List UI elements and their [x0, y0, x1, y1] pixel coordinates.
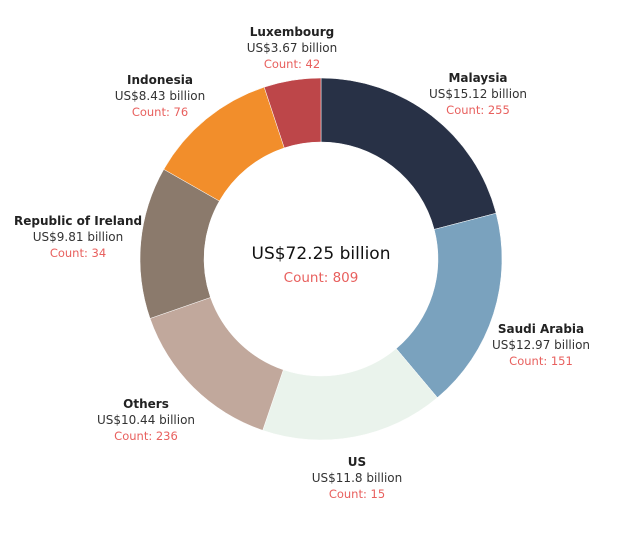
- slice-value: US$12.97 billion: [491, 338, 591, 352]
- slice-name: Luxembourg: [249, 25, 335, 39]
- slice-count: Count: 42: [263, 57, 321, 71]
- slice-name: Malaysia: [448, 71, 508, 85]
- center-total-label: US$72.25 billion: [251, 244, 391, 264]
- slice-value: US$15.12 billion: [428, 87, 528, 101]
- slice-label-us: US US$11.8 billion Count: 15: [307, 454, 407, 502]
- donut-slice-luxembourg[interactable]: [263, 77, 322, 149]
- slice-name: Saudi Arabia: [497, 322, 585, 336]
- slice-label-saudi-arabia: Saudi Arabia US$12.97 billion Count: 151: [490, 321, 592, 369]
- slice-label-indonesia: Indonesia US$8.43 billion Count: 76: [110, 72, 210, 120]
- slice-count: Count: 151: [509, 354, 573, 368]
- slice-label-luxembourg: Luxembourg US$3.67 billion Count: 42: [242, 24, 342, 72]
- slice-value: US$11.8 billion: [311, 471, 403, 485]
- slice-count: Count: 15: [328, 487, 386, 501]
- slice-name: Republic of Ireland: [14, 214, 143, 228]
- slice-value: US$9.81 billion: [32, 230, 124, 244]
- center-count-label: Count: 809: [283, 270, 359, 286]
- slice-value: US$8.43 billion: [114, 89, 206, 103]
- slice-label-others: Others US$10.44 billion Count: 236: [96, 396, 196, 444]
- slice-count: Count: 236: [114, 429, 178, 443]
- slice-count: Count: 34: [49, 246, 107, 260]
- slice-name: Indonesia: [127, 73, 193, 87]
- slice-label-malaysia: Malaysia US$15.12 billion Count: 255: [428, 70, 528, 118]
- slice-value: US$3.67 billion: [246, 41, 338, 55]
- slice-count: Count: 255: [446, 103, 510, 117]
- slice-value: US$10.44 billion: [96, 413, 196, 427]
- slice-name: US: [347, 455, 367, 469]
- slice-name: Others: [123, 397, 169, 411]
- slice-count: Count: 76: [131, 105, 189, 119]
- slice-label-republic-of-ireland: Republic of Ireland US$9.81 billion Coun…: [14, 213, 142, 261]
